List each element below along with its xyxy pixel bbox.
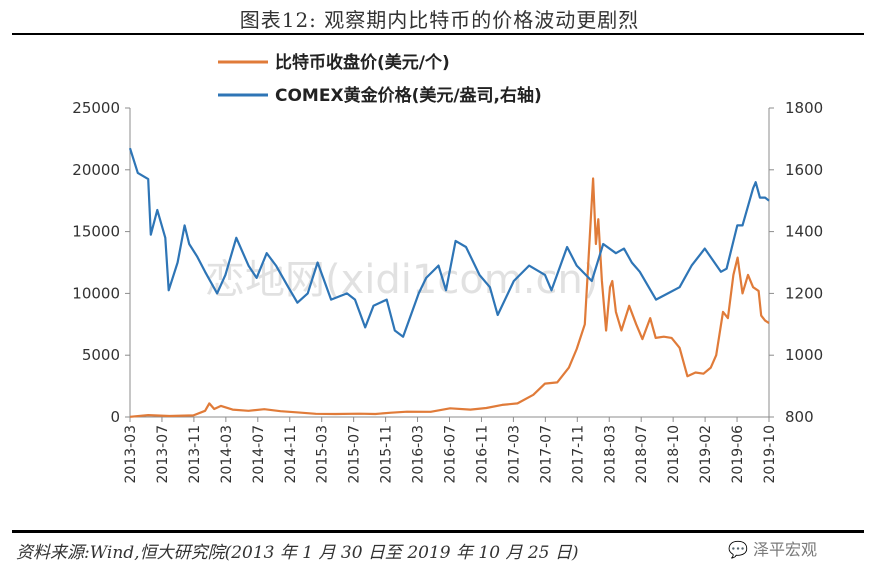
left-axis-tick-label: 15000 <box>72 223 120 241</box>
page-title: 图表12: 观察期内比特币的价格波动更剧烈 <box>239 8 640 32</box>
x-axis-tick-label: 2014-03 <box>219 425 235 484</box>
legend: 比特币收盘价(美元/个) COMEX黄金价格(美元/盎司,右轴) <box>218 52 542 106</box>
legend-label: 比特币收盘价(美元/个) <box>275 52 450 73</box>
x-axis-tick-label: 2015-11 <box>379 425 395 484</box>
x-axis-tick-label: 2016-07 <box>443 425 459 484</box>
top-rule <box>12 33 864 35</box>
x-axis-tick-label: 2018-03 <box>602 425 618 484</box>
x-axis-tick-label: 2015-03 <box>315 425 331 484</box>
right-axis-tick-label: 1000 <box>785 346 823 364</box>
left-axis-tick-label: 0 <box>110 408 120 426</box>
left-axis-tick-label: 5000 <box>82 346 120 364</box>
left-axis-tick-label: 25000 <box>72 99 120 117</box>
x-axis-tick-label: 2019-10 <box>762 425 778 484</box>
wechat-logo: 💬 泽平宏观 <box>728 536 817 560</box>
x-axis-tick-label: 2019-02 <box>698 425 714 484</box>
bottom-rule <box>12 530 864 533</box>
x-axis-tick-label: 2013-03 <box>123 425 139 484</box>
watermark-text: 恋地网(xidi1com.cn) <box>205 257 598 303</box>
x-axis-tick-label: 2014-11 <box>283 425 299 484</box>
source-note: 资料来源:Wind,恒大研究院(2013 年 1 月 30 日至 2019 年 … <box>16 543 579 563</box>
legend-label: COMEX黄金价格(美元/盎司,右轴) <box>275 85 542 106</box>
left-axis-tick-label: 10000 <box>72 284 120 302</box>
x-axis-tick-label: 2013-07 <box>155 425 171 484</box>
x-axis-tick-label: 2017-03 <box>506 425 522 484</box>
left-axis-tick-label: 20000 <box>72 161 120 179</box>
x-axis-tick-label: 2016-11 <box>474 425 490 484</box>
right-axis-tick-label: 1600 <box>785 161 823 179</box>
gold-price-line <box>128 147 770 338</box>
right-axis-tick-label: 800 <box>785 408 814 426</box>
x-axis-tick-label: 2015-07 <box>347 425 363 484</box>
bitcoin-price-line <box>129 177 770 418</box>
x-axis-tick-label: 2016-03 <box>411 425 427 484</box>
chat-bubble-icon: 💬 <box>728 540 748 559</box>
x-axis-tick-label: 2018-10 <box>666 425 682 484</box>
x-axis-tick-label: 2018-07 <box>634 425 650 484</box>
right-axis-tick-label: 1400 <box>785 223 823 241</box>
x-axis-tick-label: 2017-07 <box>538 425 554 484</box>
series-lines <box>128 147 770 418</box>
x-axis-tick-label: 2019-06 <box>730 425 746 484</box>
logo-text: 泽平宏观 <box>753 540 818 559</box>
x-axis-tick-label: 2013-11 <box>187 425 203 484</box>
right-axis-tick-label: 1800 <box>785 99 823 117</box>
x-axis-tick-label: 2014-07 <box>251 425 267 484</box>
axes: 0 5000 10000 15000 20000 25000 800 1000 1200 1400… <box>72 99 823 484</box>
right-axis-tick-label: 1200 <box>785 284 823 302</box>
x-axis-tick-label: 2017-11 <box>570 425 586 484</box>
